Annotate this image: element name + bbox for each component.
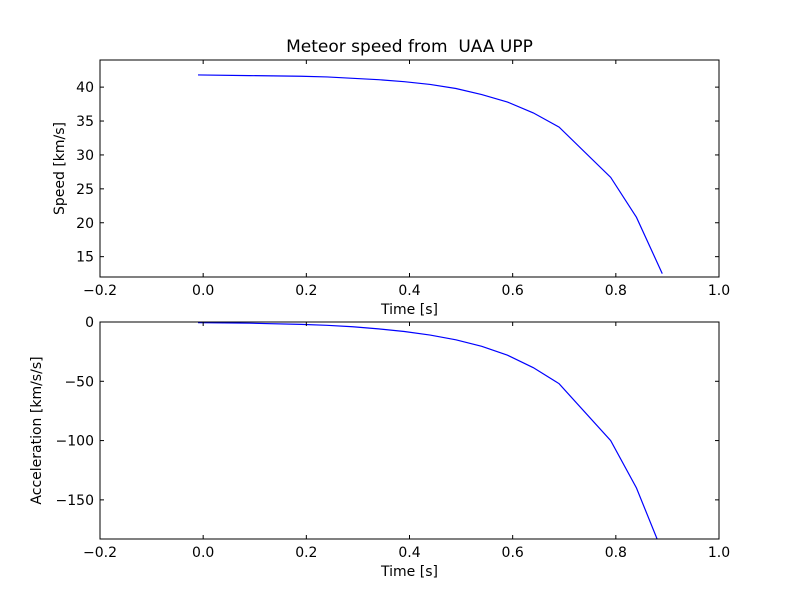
speed-y-tick-label: 15 (76, 250, 94, 266)
acceleration-x-axis-label: Time [s] (380, 564, 438, 580)
acceleration-y-tick-label: −50 (64, 374, 94, 390)
acceleration-plot: −0.2 0.0 0.2 0.4 0.6 0.8 1.0 0 −50 −100 −150 Time [… (29, 315, 730, 580)
acceleration-y-tick-label: −100 (56, 434, 94, 450)
speed-y-tick-label: 20 (76, 216, 94, 232)
acceleration-x-tick-label: 0.8 (605, 545, 627, 561)
speed-y-tick-label: 25 (76, 182, 94, 198)
speed-x-axis-label: Time [s] (380, 302, 438, 318)
speed-x-tick-label: 0.2 (295, 283, 317, 299)
speed-x-tick-label: 0.4 (398, 283, 420, 299)
speed-y-tick-label: 40 (76, 80, 94, 96)
speed-x-tick-label: 0.0 (192, 283, 214, 299)
speed-y-tick-label: 35 (76, 114, 94, 130)
acceleration-x-tick-label: −0.2 (83, 545, 117, 561)
speed-plot: −0.2 0.0 0.2 0.4 0.6 0.8 1.0 15 20 25 30 35 40 Time [… (52, 37, 730, 318)
acceleration-series-line (198, 322, 658, 539)
speed-axes-frame (99, 59, 720, 278)
acceleration-y-axis-label: Acceleration [km/s/s] (29, 356, 45, 504)
acceleration-x-tick-label: 0.2 (295, 545, 317, 561)
acceleration-x-tick-label: 0.6 (502, 545, 524, 561)
acceleration-x-tick-label: 0.4 (398, 545, 420, 561)
acceleration-y-tick-label: 0 (85, 315, 94, 331)
speed-y-tick-label: 30 (76, 148, 94, 164)
speed-x-tick-label: −0.2 (83, 283, 117, 299)
acceleration-y-tick-label: −150 (56, 493, 94, 509)
speed-y-axis-label: Speed [km/s] (52, 122, 68, 215)
speed-chart-title: Meteor speed from UAA UPP (286, 37, 533, 57)
acceleration-x-tick-label: 1.0 (708, 545, 730, 561)
speed-x-tick-label: 0.8 (605, 283, 627, 299)
acceleration-x-tick-label: 0.0 (192, 545, 214, 561)
speed-x-tick-label: 1.0 (708, 283, 730, 299)
speed-x-tick-label: 0.6 (502, 283, 524, 299)
speed-series-line (198, 74, 663, 274)
acceleration-axes-frame (99, 321, 720, 540)
